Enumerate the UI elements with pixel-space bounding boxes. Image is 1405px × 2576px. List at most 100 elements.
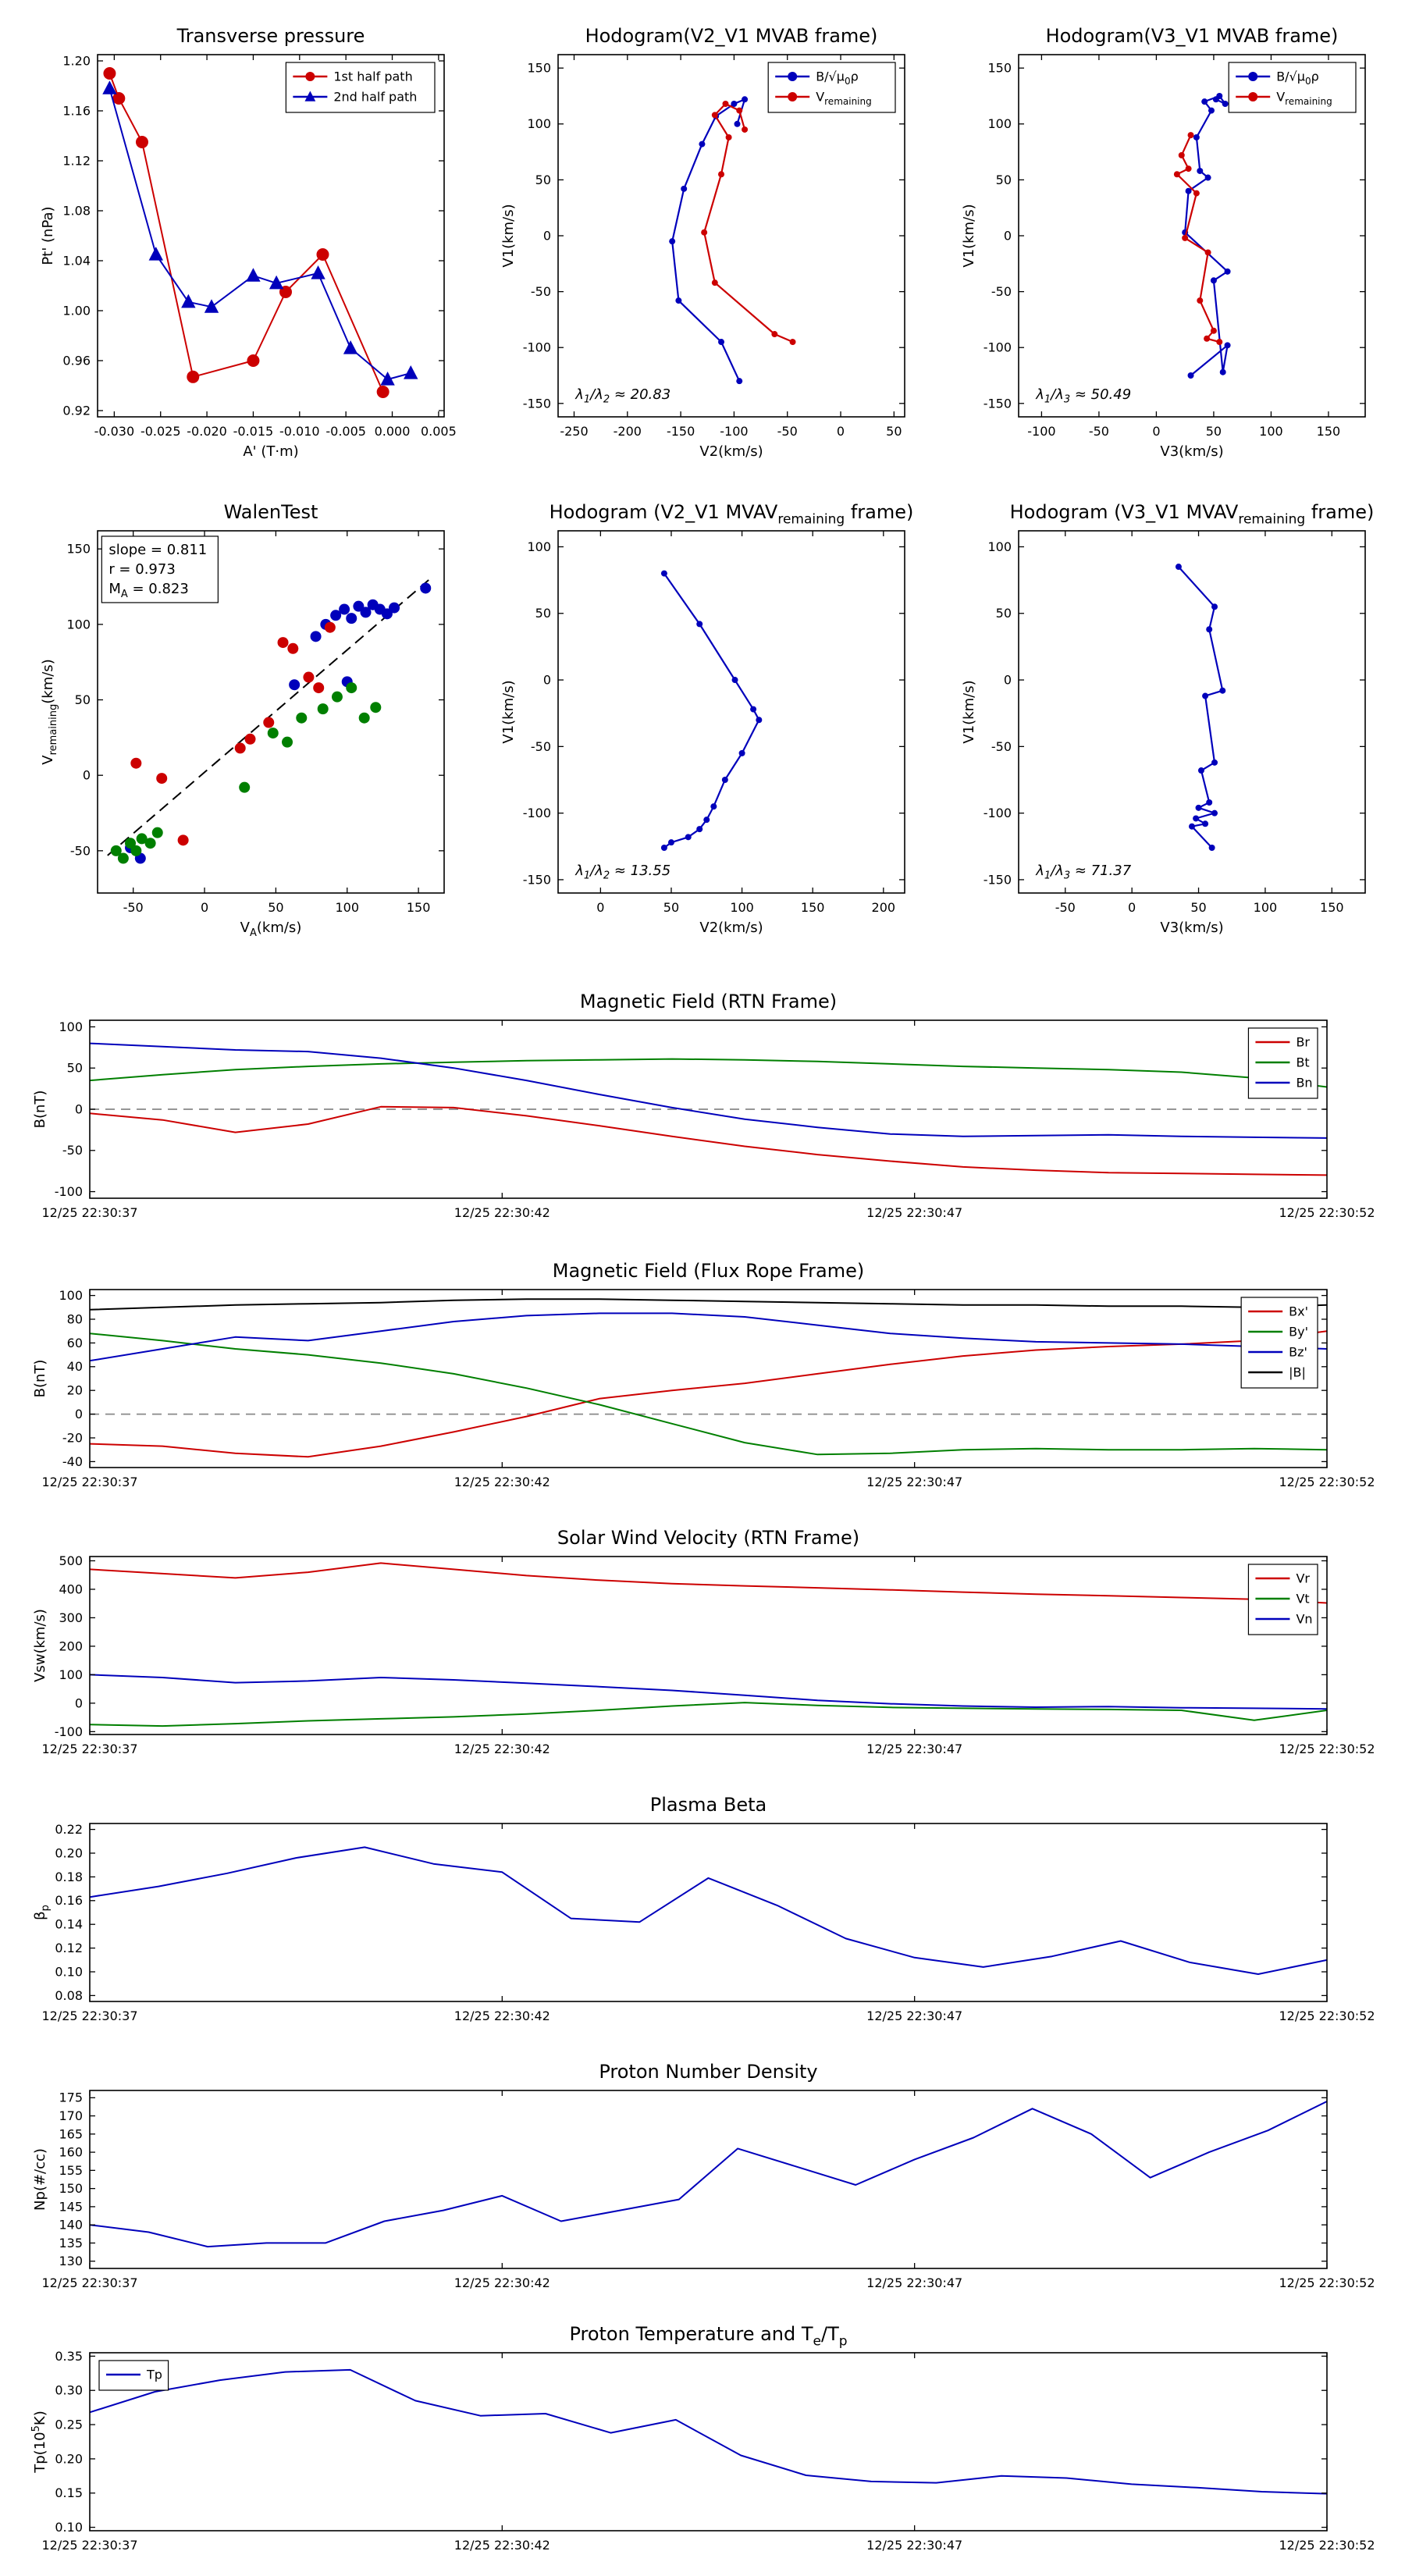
svg-text:50: 50: [663, 900, 679, 915]
chart-solar-wind-velocity: 12/25 22:30:37 12/25 22:30:42 12/25 22:30:…: [23, 1524, 1382, 1767]
svg-text:-150: -150: [984, 396, 1012, 411]
svg-text:VA(km/s): VA(km/s): [240, 920, 302, 939]
svg-text:-0.025: -0.025: [140, 424, 181, 439]
svg-text:0: 0: [1152, 424, 1160, 439]
svg-text:0: 0: [75, 1695, 83, 1710]
svg-text:Np(#/cc): Np(#/cc): [32, 2148, 48, 2211]
svg-text:12/25 22:30:47: 12/25 22:30:47: [866, 2008, 962, 2023]
svg-text:500: 500: [59, 1553, 83, 1568]
svg-text:165: 165: [59, 2126, 83, 2141]
chart-magnetic-field-fluxrope: 12/25 22:30:37 12/25 22:30:42 12/25 22:30:…: [23, 1257, 1382, 1500]
svg-text:50: 50: [75, 692, 91, 707]
chart-plasma-beta: 12/25 22:30:37 12/25 22:30:42 12/25 22:30:…: [23, 1791, 1382, 2034]
svg-text:-150: -150: [667, 424, 695, 439]
svg-text:1.04: 1.04: [62, 253, 91, 268]
svg-text:-100: -100: [523, 340, 551, 355]
svg-text:40: 40: [67, 1359, 83, 1374]
svg-text:0.92: 0.92: [62, 403, 91, 418]
chart-proton-temperature: 12/25 22:30:37 12/25 22:30:42 12/25 22:30:…: [23, 2320, 1382, 2564]
svg-text:-0.010: -0.010: [279, 424, 320, 439]
chart-walen-test: -50 0 50 100 150 -50 0 50 100 150 WalenTest VA(km/s…: [23, 490, 457, 951]
svg-text:-150: -150: [523, 872, 551, 887]
svg-text:12/25 22:30:47: 12/25 22:30:47: [866, 2275, 962, 2290]
svg-text:Vremaining: Vremaining: [816, 90, 872, 107]
mag_fluxrope-plot-area: [90, 1298, 1327, 1458]
hodogram_v3v1_mvav-plot-area: [1175, 564, 1226, 851]
svg-text:100: 100: [1259, 424, 1283, 439]
svg-text:150: 150: [527, 61, 551, 76]
svg-text:12/25 22:30:47: 12/25 22:30:47: [866, 1475, 962, 1489]
svg-text:0.000: 0.000: [375, 424, 411, 439]
svg-text:12/25 22:30:37: 12/25 22:30:37: [41, 2008, 137, 2023]
svg-text:Bx': Bx': [1289, 1304, 1308, 1319]
svg-text:Pt' (nPa): Pt' (nPa): [40, 206, 56, 265]
svg-text:-100: -100: [1027, 424, 1055, 439]
svg-text:0: 0: [596, 900, 604, 915]
svg-text:B(nT): B(nT): [32, 1360, 48, 1398]
svg-text:Tp(105K): Tp(105K): [30, 2411, 48, 2473]
svg-text:-50: -50: [1055, 900, 1076, 915]
svg-text:12/25 22:30:52: 12/25 22:30:52: [1279, 1742, 1375, 1756]
svg-text:20: 20: [67, 1383, 83, 1398]
svg-text:-20: -20: [62, 1430, 83, 1445]
svg-text:50: 50: [1206, 424, 1222, 439]
chart-hodogram-v3v1-mvav: -50 0 50 100 150 -150 -100 -50 0 50 100 Hodogram (V…: [944, 490, 1378, 951]
mag_fluxrope-svg: 12/25 22:30:37 12/25 22:30:42 12/25 22:30:…: [32, 1260, 1375, 1489]
svg-text:0.96: 0.96: [62, 353, 91, 368]
svg-text:Vn: Vn: [1296, 1612, 1312, 1627]
vsw_rtn-svg: 12/25 22:30:37 12/25 22:30:42 12/25 22:30:…: [32, 1527, 1375, 1756]
svg-text:12/25 22:30:52: 12/25 22:30:52: [1279, 2538, 1375, 2553]
svg-text:-250: -250: [560, 424, 588, 439]
chart-proton-number-density: 12/25 22:30:37 12/25 22:30:42 12/25 22:30:…: [23, 2058, 1382, 2301]
hodogram_v2v1_mvav-plot-area: [660, 570, 763, 851]
svg-text:12/25 22:30:37: 12/25 22:30:37: [41, 1742, 137, 1756]
svg-text:150: 150: [59, 2181, 83, 2196]
svg-text:WalenTest: WalenTest: [224, 501, 318, 523]
svg-text:12/25 22:30:47: 12/25 22:30:47: [866, 2538, 962, 2553]
svg-text:Tp: Tp: [146, 2368, 162, 2382]
svg-text:Bz': Bz': [1289, 1345, 1307, 1360]
svg-text:By': By': [1289, 1325, 1308, 1340]
svg-text:-200: -200: [614, 424, 642, 439]
svg-text:400: 400: [59, 1582, 83, 1596]
svg-text:12/25 22:30:52: 12/25 22:30:52: [1279, 2008, 1375, 2023]
chart-hodogram-v2v1-mvav: 0 50 100 150 200 -150 -100 -50 0 50 100 Hodogram (V…: [484, 490, 917, 951]
svg-text:100: 100: [987, 539, 1012, 554]
svg-text:Proton Number Density: Proton Number Density: [599, 2061, 817, 2083]
mag_rtn-plot-area: [90, 1042, 1327, 1176]
svg-text:Proton Temperature and Te/Tp: Proton Temperature and Te/Tp: [569, 2323, 847, 2349]
svg-text:100: 100: [987, 116, 1012, 131]
svg-text:-50: -50: [991, 284, 1012, 299]
svg-text:12/25 22:30:42: 12/25 22:30:42: [454, 1205, 550, 1220]
svg-text:50: 50: [996, 606, 1012, 621]
svg-text:-150: -150: [984, 872, 1012, 887]
svg-text:12/25 22:30:42: 12/25 22:30:42: [454, 2008, 550, 2023]
svg-text:160: 160: [59, 2145, 83, 2160]
svg-text:V1(km/s): V1(km/s): [961, 204, 977, 267]
svg-text:0: 0: [75, 1101, 83, 1116]
svg-text:Vsw(km/s): Vsw(km/s): [32, 1609, 48, 1682]
svg-text:0.30: 0.30: [55, 2383, 83, 2398]
svg-text:50: 50: [535, 606, 551, 621]
svg-text:12/25 22:30:37: 12/25 22:30:37: [41, 1205, 137, 1220]
svg-text:Magnetic Field (Flux Rope Fram: Magnetic Field (Flux Rope Frame): [553, 1260, 864, 1282]
svg-text:-0.030: -0.030: [94, 424, 135, 439]
svg-text:B(nT): B(nT): [32, 1091, 48, 1129]
svg-text:0.14: 0.14: [55, 1917, 83, 1932]
svg-text:0.25: 0.25: [55, 2418, 83, 2432]
svg-text:-100: -100: [55, 1184, 83, 1199]
chart-hodogram-v3v1-mvab: -100 -50 0 50 100 150 -150 -100 -50 0 50 100 150 Hodo…: [944, 14, 1378, 475]
svg-text:-150: -150: [523, 396, 551, 411]
svg-text:V1(km/s): V1(km/s): [500, 680, 517, 743]
svg-text:175: 175: [59, 2090, 83, 2105]
hodogram_v3v1_mvav-svg: -50 0 50 100 150 -150 -100 -50 0 50 100 Hodogram (V…: [961, 501, 1374, 936]
svg-text:Hodogram (V2_V1 MVAVremaining: Hodogram (V2_V1 MVAVremaining frame): [550, 501, 914, 527]
svg-text:Vt: Vt: [1296, 1592, 1309, 1606]
svg-text:-50: -50: [62, 1143, 83, 1158]
svg-text:1.00: 1.00: [62, 303, 91, 318]
svg-text:r = 0.973: r = 0.973: [108, 561, 175, 578]
svg-text:150: 150: [987, 61, 1012, 76]
proton_temp-plot-area: [90, 2368, 1327, 2495]
svg-text:12/25 22:30:52: 12/25 22:30:52: [1279, 2275, 1375, 2290]
svg-text:100: 100: [59, 1288, 83, 1303]
